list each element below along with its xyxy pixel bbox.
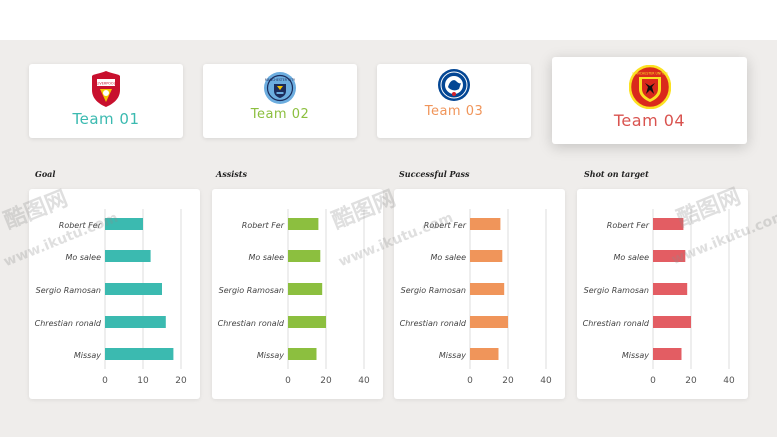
category-label: Sergio Ramosan [584, 286, 649, 295]
category-label: Chrestian ronald [35, 319, 102, 328]
assists-chart: 0 20 40 Robert Fer Mo salee Sergio Ramosan Chr… [218, 209, 370, 386]
team-name-2: Team 02 [250, 107, 310, 122]
team-name-1: Team 01 [72, 110, 140, 128]
bar [105, 218, 143, 230]
bar [288, 316, 326, 328]
bar [288, 218, 319, 230]
assists-chart-panel: 0 20 40 Robert Fer Mo salee Sergio Ramosan Chr… [212, 189, 383, 399]
team-name-3: Team 03 [424, 104, 484, 119]
category-label: Mo salee [431, 253, 467, 262]
city-crest-text: MANCHESTER CITY [265, 78, 295, 82]
bar [288, 348, 317, 360]
category-label: Robert Fer [607, 221, 650, 230]
bar [653, 348, 682, 360]
category-label: Robert Fer [424, 221, 467, 230]
category-label: Robert Fer [59, 221, 102, 230]
chart-title-successful-pass: Successful Pass [399, 169, 470, 179]
bar [653, 218, 684, 230]
bar [105, 316, 166, 328]
team-card-4[interactable]: MANCHESTER UNITED Team 04 [552, 57, 747, 144]
category-label: Robert Fer [242, 221, 285, 230]
category-label: Mo salee [614, 253, 650, 262]
bar [105, 250, 151, 262]
manchester-united-crest-icon: MANCHESTER UNITED [628, 65, 671, 109]
x-tick-label: 40 [358, 376, 370, 386]
team-name-4: Team 04 [613, 111, 686, 130]
x-tick-label: 20 [502, 376, 514, 386]
x-tick-label: 10 [137, 376, 149, 386]
liverpool-crest-text: LIVERPOOL [97, 82, 116, 86]
shot-on-target-chart: 0 20 40 Robert Fer Mo salee Sergio Ramosan Chr… [583, 209, 735, 386]
bar [653, 316, 691, 328]
goal-chart: 0 10 20 Robert Fer Mo salee Sergio Ramosan Chr… [35, 209, 187, 386]
bar [288, 250, 321, 262]
bar [105, 283, 162, 295]
successful-pass-chart: 0 20 40 Robert Fer Mo salee Sergio Ramosan Chr… [400, 209, 552, 386]
x-tick-label: 40 [723, 376, 735, 386]
bar [288, 283, 323, 295]
manchester-city-crest-icon: MANCHESTER CITY [264, 72, 296, 104]
category-label: Missay [257, 351, 284, 360]
category-label: Chrestian ronald [400, 319, 467, 328]
bar [470, 283, 505, 295]
united-crest-text: MANCHESTER UNITED [632, 72, 668, 76]
x-tick-label: 0 [102, 376, 108, 386]
category-label: Sergio Ramosan [219, 286, 284, 295]
category-label: Missay [622, 351, 649, 360]
x-tick-label: 0 [285, 376, 291, 386]
bar [470, 218, 501, 230]
chart-title-assists: Assists [216, 169, 247, 179]
category-label: Chrestian ronald [218, 319, 285, 328]
x-tick-label: 0 [467, 376, 473, 386]
x-tick-label: 40 [540, 376, 552, 386]
bar [653, 283, 688, 295]
bar [470, 250, 503, 262]
chelsea-crest-icon [438, 69, 470, 101]
team-card-1[interactable]: LIVERPOOL Team 01 [29, 64, 183, 138]
team-card-2[interactable]: MANCHESTER CITY Team 02 [203, 64, 357, 138]
team-card-3[interactable]: Team 03 [377, 64, 531, 138]
bar [470, 316, 508, 328]
x-tick-label: 20 [685, 376, 697, 386]
category-label: Sergio Ramosan [401, 286, 466, 295]
liverpool-crest-icon: LIVERPOOL [92, 71, 120, 107]
chart-title-shot-on-target: Shot on target [584, 169, 649, 179]
bar [470, 348, 499, 360]
bar [653, 250, 686, 262]
x-tick-label: 0 [650, 376, 656, 386]
category-label: Missay [74, 351, 101, 360]
category-label: Sergio Ramosan [36, 286, 101, 295]
top-bar [0, 0, 777, 40]
bar [105, 348, 174, 360]
category-label: Mo salee [66, 253, 102, 262]
category-label: Missay [439, 351, 466, 360]
x-tick-label: 20 [320, 376, 332, 386]
category-label: Mo salee [249, 253, 285, 262]
chart-title-goal: Goal [35, 169, 56, 179]
successful-pass-chart-panel: 0 20 40 Robert Fer Mo salee Sergio Ramosan Chr… [394, 189, 565, 399]
category-label: Chrestian ronald [583, 319, 650, 328]
goal-chart-panel: 0 10 20 Robert Fer Mo salee Sergio Ramosan Chr… [29, 189, 200, 399]
shot-on-target-chart-panel: 0 20 40 Robert Fer Mo salee Sergio Ramosan Chr… [577, 189, 748, 399]
x-tick-label: 20 [175, 376, 187, 386]
